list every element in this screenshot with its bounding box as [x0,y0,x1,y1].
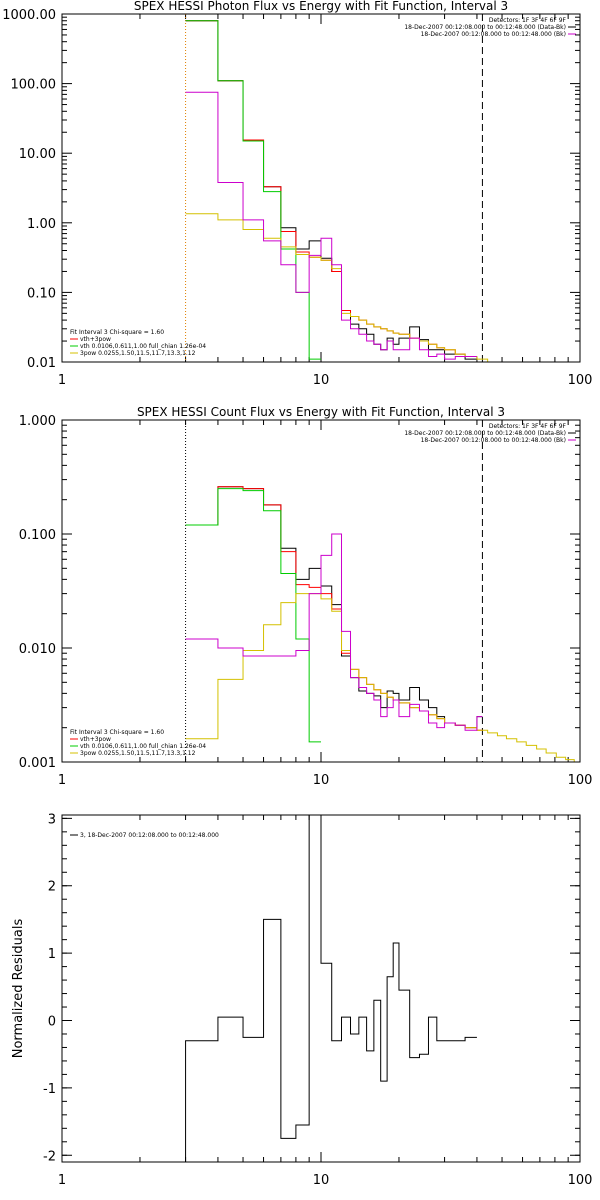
series-line-2 [185,486,483,731]
series-line-4 [185,593,580,762]
legend-entry: vth 0.0106,0.611,1.00 full_chian 1.26e-0… [80,743,206,750]
y-tick-label: 1.00 [27,217,56,232]
x-tick-label: 100 [568,1173,593,1188]
info-line: 18-Dec-2007 00:12:08.000 to 00:12:48.000… [421,437,566,444]
y-tick-label: 1000.00 [2,8,56,23]
x-tick-label: 1 [58,373,66,388]
y-tick-label: 2 [48,880,56,895]
series-line-5 [185,533,483,731]
series-line-1 [185,20,477,360]
chart-title: SPEX HESSI Count Flux vs Energy with Fit… [137,405,505,419]
y-tick-label: 1.000 [19,414,56,429]
info-line: 18-Dec-2007 00:12:08.000 to 00:12:48.000… [404,430,566,437]
legend-entry: vth+3pow [80,336,111,343]
y-tick-label: 0.010 [19,642,56,657]
y-tick-label: 10.00 [19,147,56,162]
info-line: Detectors: 1F 3F 4F 6F 9F [489,17,567,24]
info-line: 18-Dec-2007 00:12:08.000 to 00:12:48.000… [421,31,566,38]
info-line: Detectors: 1F 3F 4F 6F 9F [489,423,567,430]
legend-entry: Fit Interval 3 Chi-square = 1.60 [70,729,164,736]
y-tick-label: -2 [43,1149,56,1164]
x-tick-label: 10 [313,773,330,788]
info-line: 18-Dec-2007 00:12:08.000 to 00:12:48.000… [404,24,566,31]
chart-panel-1: SPEX HESSI Photon Flux vs Energy with Fi… [2,0,592,388]
y-tick-label: 0.10 [27,286,56,301]
y-axis-label: Normalized Residuals [11,919,26,1059]
series-line-3 [185,20,321,360]
chart-title: SPEX HESSI Photon Flux vs Energy with Fi… [134,0,508,13]
y-tick-label: 3 [48,812,56,827]
legend-entry: vth+3pow [80,736,111,743]
x-tick-label: 1 [58,773,66,788]
y-tick-label: 0 [48,1015,56,1030]
legend-entry: Fit Interval 3 Chi-square = 1.60 [70,329,164,336]
y-tick-label: 1 [48,947,56,962]
y-tick-label: 100.00 [11,78,57,93]
y-tick-label: 0.01 [27,356,56,371]
x-tick-label: 100 [568,773,593,788]
chart-panel-2: SPEX HESSI Count Flux vs Energy with Fit… [19,405,593,788]
series-line-3 [185,488,321,743]
y-tick-label: 0.001 [19,756,56,771]
series-line-1 [185,815,477,1162]
plot-frame [61,419,581,763]
legend-entry: 3, 18-Dec-2007 00:12:08.000 to 00:12:48.… [80,832,219,839]
legend-entry: 3pow 0.0255,1.50,11.5,11.7,13.3,1.12 [80,350,196,357]
plot-frame [61,13,581,363]
x-tick-label: 1 [58,1173,66,1188]
series-line-4 [185,213,498,362]
y-tick-label: -1 [43,1082,56,1097]
y-tick-label: 0.100 [19,528,56,543]
chart-panel-3: 1 10 100 -2 -1 0 1 2 3 Normalized Residuals 3, 18-… [11,812,592,1188]
x-tick-label: 10 [313,373,330,388]
x-tick-label: 10 [313,1173,330,1188]
series-line-5 [185,91,477,360]
series-line-2 [185,20,477,357]
plot-frame [61,814,581,1163]
legend-entry: 3pow 0.0255,1.50,11.5,11.7,13.3,1.12 [80,750,196,757]
legend-entry: vth 0.0106,0.611,1.00 full_chian 1.26e-0… [80,343,206,350]
series-line-1 [185,486,483,729]
x-tick-label: 100 [568,373,593,388]
